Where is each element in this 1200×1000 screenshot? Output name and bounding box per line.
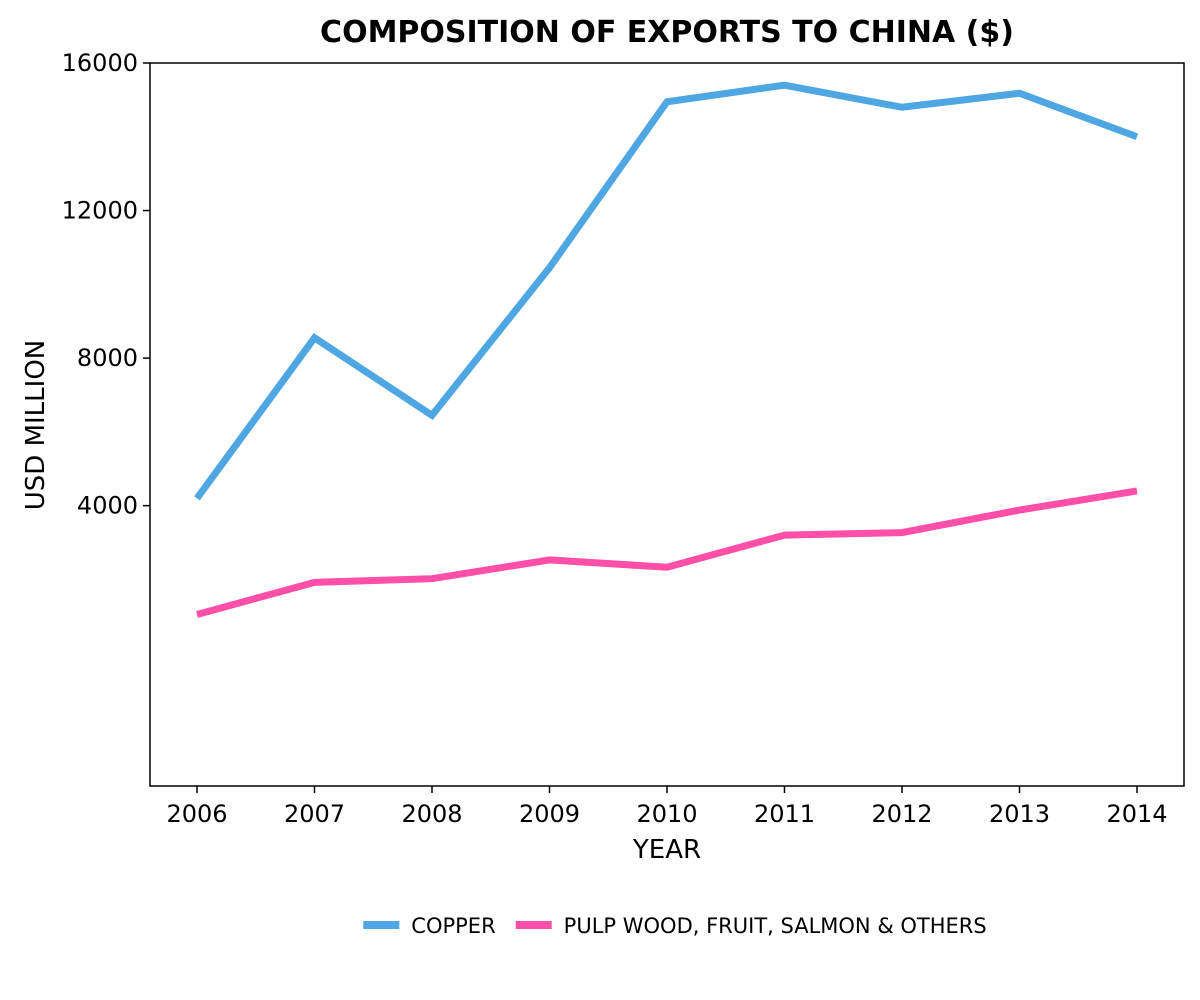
x-tick-label: 2014 [1106, 800, 1167, 828]
x-tick-label: 2010 [636, 800, 697, 828]
legend-label: PULP WOOD, FRUIT, SALMON & OTHERS [564, 914, 987, 938]
chart-title: COMPOSITION OF EXPORTS TO CHINA ($) [320, 15, 1014, 50]
x-tick-label: 2013 [989, 800, 1050, 828]
series-line-copper [194, 81, 1139, 501]
legend-label: COPPER [411, 914, 495, 938]
series-lines [194, 81, 1139, 618]
y-axis: 4000 8000 12000 16000 [62, 49, 150, 520]
y-tick-label: 4000 [77, 492, 138, 520]
y-tick-label: 8000 [77, 344, 138, 372]
y-axis-label: USD MILLION [21, 340, 51, 510]
x-tick-label: 2009 [519, 800, 580, 828]
x-tick-label: 2012 [871, 800, 932, 828]
x-tick-label: 2006 [166, 800, 227, 828]
x-axis-label: YEAR [632, 835, 701, 865]
x-tick-label: 2011 [754, 800, 815, 828]
series-line-pulp-wood-fruit-salmon-others [196, 487, 1138, 618]
x-axis: 2006 2007 2008 2009 2010 2011 2012 2013 2014 [166, 786, 1168, 828]
x-tick-label: 2008 [401, 800, 462, 828]
y-tick-label: 16000 [62, 49, 138, 77]
legend: COPPER PULP WOOD, FRUIT, SALMON & OTHERS [363, 914, 987, 938]
plot-area [149, 62, 1185, 787]
y-tick-label: 12000 [62, 197, 138, 225]
x-tick-label: 2007 [284, 800, 345, 828]
